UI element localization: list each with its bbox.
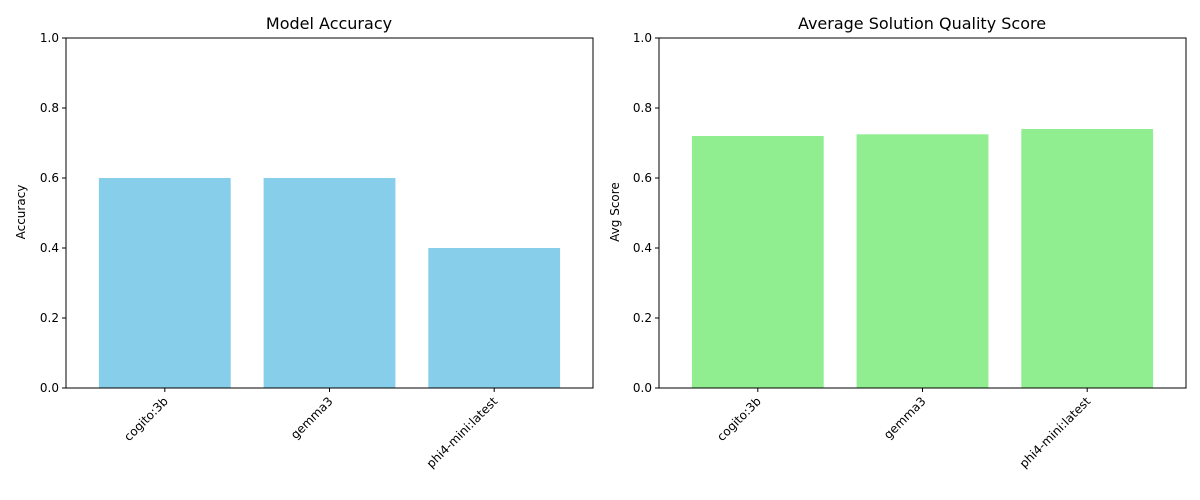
- y-tick-label: 1.0: [40, 31, 59, 45]
- bars: [691, 129, 1154, 389]
- y-ticks: 0.0 0.2 0.4 0.6 0.8 1.0: [40, 31, 66, 395]
- y-tick-label: 0.6: [40, 171, 59, 185]
- bar-gemma3: [856, 134, 989, 389]
- y-axis-label: Avg Score: [608, 182, 622, 242]
- y-tick-label: 0.2: [40, 311, 59, 325]
- chart-title: Model Accuracy: [266, 14, 392, 33]
- axes-frame: [658, 37, 1187, 389]
- y-tick-label: 0.8: [633, 101, 652, 115]
- y-tick-label: 0.8: [40, 101, 59, 115]
- y-tick-label: 0.0: [40, 381, 59, 395]
- y-tick-label: 0.4: [633, 241, 652, 255]
- axes-frame: [65, 37, 594, 389]
- y-tick-label: 0.0: [633, 381, 652, 395]
- y-axis-label: Accuracy: [14, 185, 28, 240]
- bar-cogito-3b: [98, 178, 231, 388]
- y-ticks: 0.0 0.2 0.4 0.6 0.8 1.0: [633, 31, 659, 395]
- y-tick-label: 1.0: [633, 31, 652, 45]
- bars: [98, 178, 561, 388]
- y-tick-label: 0.4: [40, 241, 59, 255]
- y-tick-label: 0.2: [633, 311, 652, 325]
- y-tick-label: 0.6: [633, 171, 652, 185]
- bar-phi4-mini-latest: [1021, 129, 1154, 388]
- bar-gemma3: [263, 178, 396, 388]
- bar-phi4-mini-latest: [428, 248, 561, 388]
- chart-title: Average Solution Quality Score: [798, 14, 1046, 33]
- bar-cogito-3b: [691, 136, 824, 388]
